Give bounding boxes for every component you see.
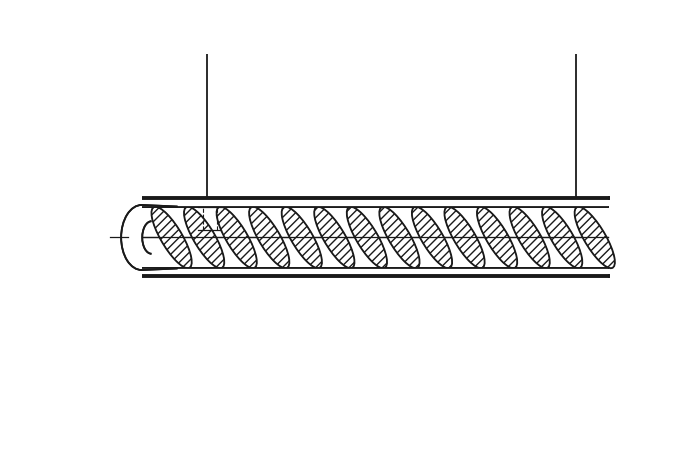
Ellipse shape <box>379 207 419 269</box>
Ellipse shape <box>412 207 452 269</box>
Text: γ: γ <box>116 301 127 319</box>
Ellipse shape <box>151 207 192 269</box>
Ellipse shape <box>216 207 257 269</box>
Ellipse shape <box>249 207 289 269</box>
Ellipse shape <box>281 207 322 269</box>
Ellipse shape <box>542 207 582 269</box>
Text: ФИГ. 10: ФИГ. 10 <box>321 375 398 393</box>
Ellipse shape <box>510 207 550 269</box>
Polygon shape <box>109 55 608 207</box>
Text: S3: S3 <box>92 230 113 244</box>
Text: R: R <box>329 128 342 146</box>
Ellipse shape <box>184 207 224 269</box>
Polygon shape <box>109 269 608 409</box>
Text: 15, 16: 15, 16 <box>359 315 407 329</box>
Ellipse shape <box>575 207 615 269</box>
Polygon shape <box>88 55 141 409</box>
Ellipse shape <box>314 207 354 269</box>
Ellipse shape <box>346 207 387 269</box>
Text: 31, 32: 31, 32 <box>190 310 239 324</box>
Ellipse shape <box>444 207 484 269</box>
Ellipse shape <box>477 207 517 269</box>
Text: S4: S4 <box>223 192 242 206</box>
